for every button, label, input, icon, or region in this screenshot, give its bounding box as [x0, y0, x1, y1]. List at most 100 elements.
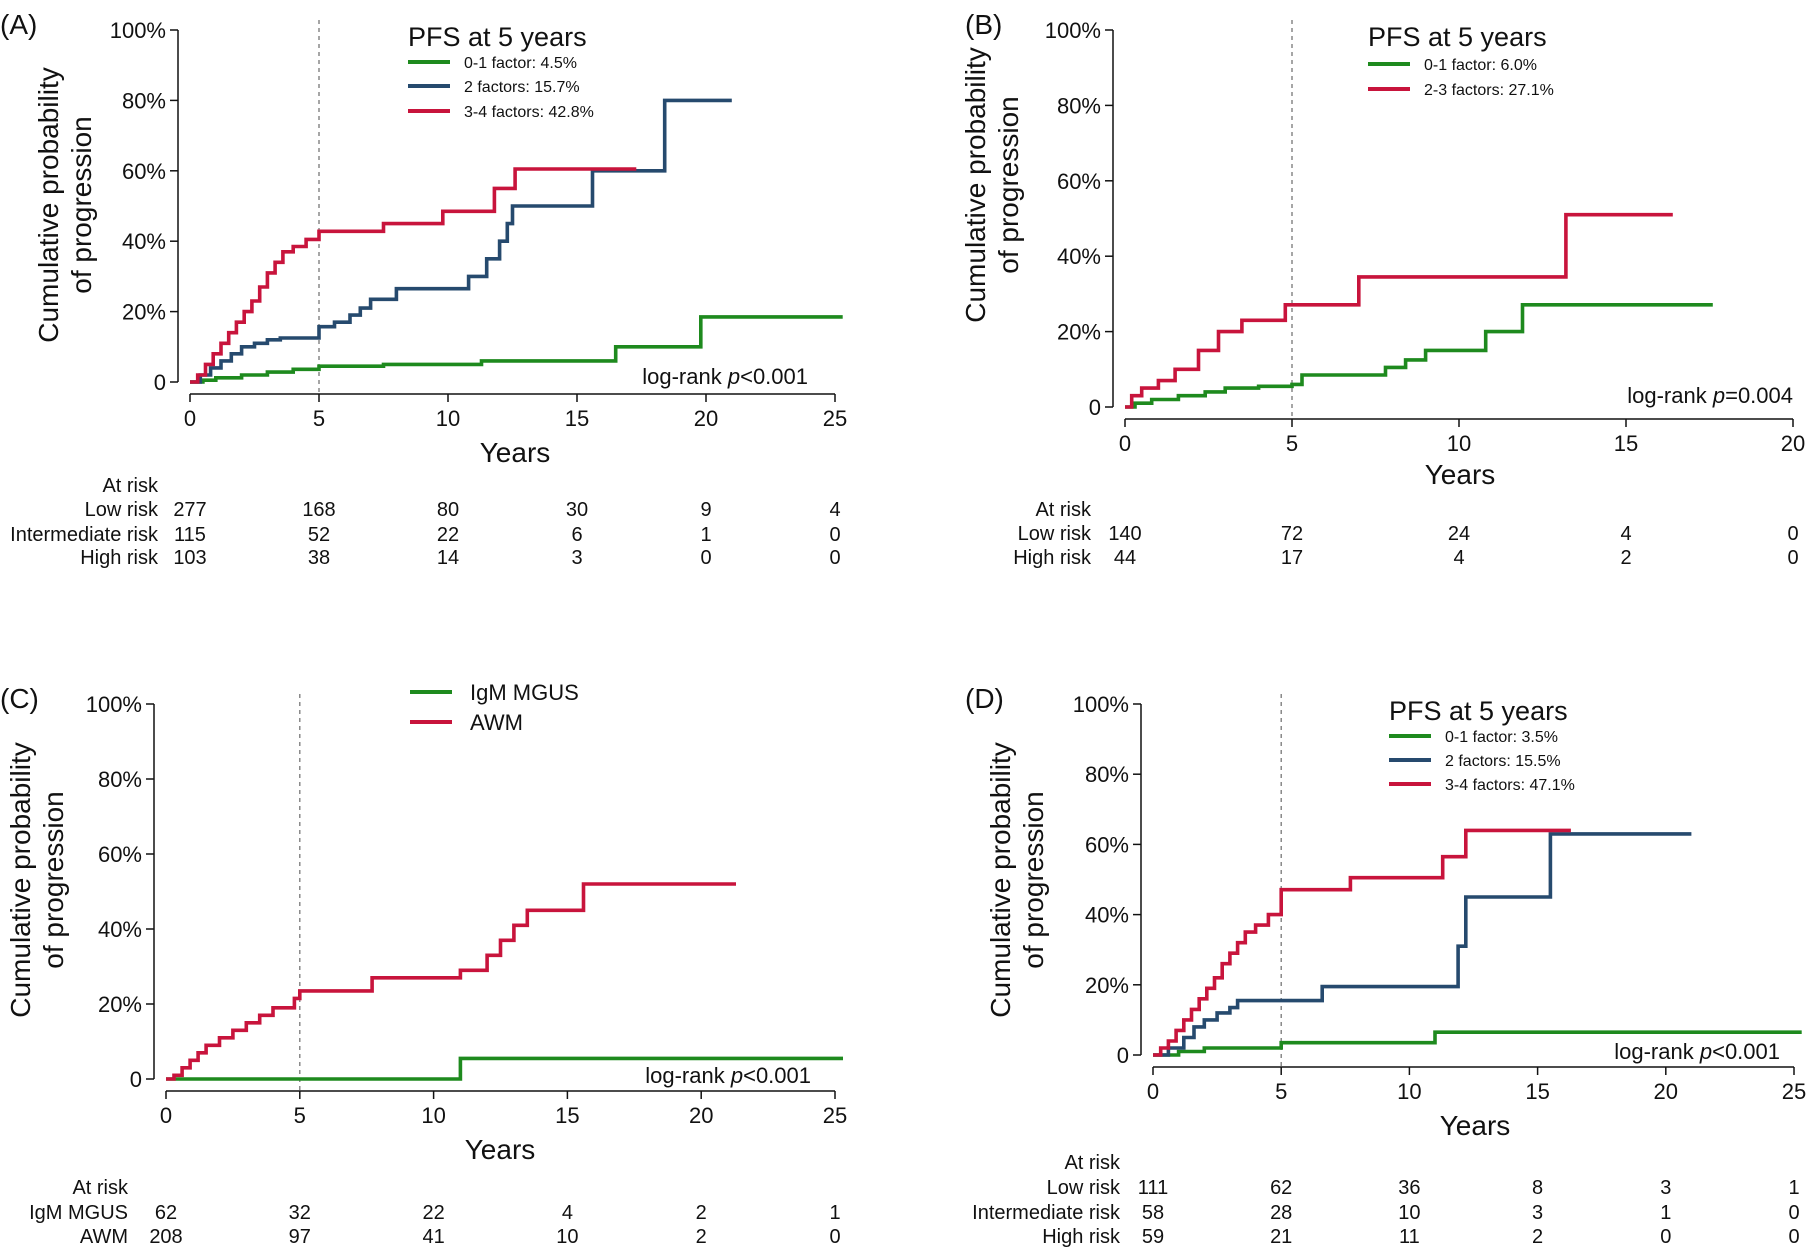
x-tick-label: 10	[1397, 1079, 1421, 1104]
at-risk-count: 11	[1399, 1226, 1420, 1247]
logrank-value: =0.004	[1725, 383, 1793, 408]
legend-entry: AWM	[470, 710, 523, 735]
legend-entry: 2 factors: 15.5%	[1445, 753, 1561, 770]
logrank-prefix: log-rank	[1614, 1039, 1700, 1064]
legend-entry: 3-4 factors: 42.8%	[464, 104, 594, 121]
at-risk-row-label: IgM MGUS	[29, 1202, 128, 1224]
logrank-value: <0.001	[743, 1063, 811, 1088]
x-tick-label: 0	[1119, 431, 1131, 456]
legend-entry: 0-1 factor: 3.5%	[1445, 729, 1558, 746]
series-line-0	[190, 315, 843, 384]
series-line-2	[190, 167, 637, 384]
series-line-1	[166, 882, 736, 1081]
x-tick-label: 15	[555, 1103, 579, 1128]
y-axis-title: Cumulative probabilityof progression	[5, 742, 69, 1017]
y-tick-label: 20%	[1085, 973, 1129, 998]
logrank-annotation: log-rank p=0.004	[1627, 383, 1793, 408]
y-tick-label: 40%	[98, 917, 142, 942]
x-tick-label: 15	[1525, 1079, 1549, 1104]
x-tick-label: 10	[436, 406, 460, 431]
at-risk-heading: At risk	[1035, 499, 1092, 521]
at-risk-heading: At risk	[102, 475, 159, 497]
logrank-p: p	[1699, 1039, 1712, 1064]
at-risk-row-label: AWM	[80, 1226, 128, 1247]
panel-label: (A)	[0, 9, 37, 40]
x-tick-label: 5	[1275, 1079, 1287, 1104]
logrank-value: <0.001	[1712, 1039, 1780, 1064]
at-risk-count: 0	[829, 1226, 840, 1247]
logrank-prefix: log-rank	[645, 1063, 731, 1088]
at-risk-count: 4	[1620, 523, 1631, 545]
series-line-1	[1153, 832, 1692, 1057]
x-tick-label: 5	[313, 406, 325, 431]
at-risk-row-label: High risk	[1042, 1226, 1121, 1247]
at-risk-count: 32	[289, 1202, 311, 1224]
x-tick-label: 25	[823, 406, 847, 431]
y-tick-label: 0	[1089, 395, 1101, 420]
logrank-annotation: log-rank p<0.001	[645, 1063, 811, 1088]
x-tick-label: 10	[1447, 431, 1471, 456]
at-risk-count: 17	[1281, 547, 1303, 569]
y-axis-title-line: Cumulative probability	[985, 742, 1016, 1017]
panel-label: (D)	[965, 683, 1004, 714]
at-risk-count: 1	[700, 524, 711, 546]
y-tick-label: 80%	[98, 767, 142, 792]
y-axis-title-line: Cumulative probability	[960, 47, 991, 322]
at-risk-count: 1	[1788, 1177, 1799, 1199]
logrank-annotation: log-rank p<0.001	[1614, 1039, 1780, 1064]
y-tick-label: 60%	[1057, 169, 1101, 194]
y-axis-title: Cumulative probabilityof progression	[33, 67, 97, 342]
at-risk-count: 36	[1398, 1177, 1420, 1199]
at-risk-count: 58	[1142, 1202, 1164, 1224]
at-risk-row-label: High risk	[80, 547, 159, 569]
at-risk-count: 0	[1788, 1226, 1799, 1247]
y-tick-label: 0	[1117, 1043, 1129, 1068]
x-tick-label: 15	[565, 406, 589, 431]
y-axis-title-line: of progression	[66, 116, 97, 293]
y-tick-label: 40%	[1085, 903, 1129, 928]
legend: PFS at 5 years 0-1 factor: 6.0% 2-3 factor…	[1368, 22, 1554, 99]
at-risk-count: 115	[174, 524, 206, 546]
logrank-annotation: log-rank p<0.001	[642, 364, 808, 389]
at-risk-count: 80	[437, 499, 459, 521]
series-line-0	[1125, 303, 1713, 409]
x-tick-label: 0	[160, 1103, 172, 1128]
x-tick-label: 5	[1286, 431, 1298, 456]
y-tick-label: 40%	[1057, 244, 1101, 269]
at-risk-count: 0	[829, 524, 840, 546]
y-tick-label: 20%	[98, 992, 142, 1017]
y-axis-title-line: of progression	[1018, 791, 1049, 968]
x-tick-label: 0	[1147, 1079, 1159, 1104]
y-tick-label: 100%	[1045, 18, 1101, 43]
chart-panel-a: (A)020%40%60%80%100%0 5 10 15 20 25Cumulative…	[0, 9, 847, 569]
at-risk-count: 4	[829, 499, 840, 521]
x-axis-title: Years	[465, 1134, 536, 1165]
logrank-p: p	[727, 364, 740, 389]
series-line-1	[1125, 212, 1673, 409]
at-risk-row-label: High risk	[1013, 547, 1092, 569]
legend-title: PFS at 5 years	[1389, 696, 1568, 726]
at-risk-count: 168	[302, 499, 335, 521]
y-tick-label: 100%	[1073, 692, 1129, 717]
x-tick-label: 20	[1781, 431, 1805, 456]
y-tick-label: 60%	[1085, 832, 1129, 857]
at-risk-heading: At risk	[1064, 1152, 1121, 1174]
y-axis-title: Cumulative probabilityof progression	[985, 742, 1049, 1017]
at-risk-count: 21	[1270, 1226, 1292, 1247]
y-tick-label: 20%	[1057, 320, 1101, 345]
series-line-2	[1153, 828, 1571, 1057]
legend-title: PFS at 5 years	[1368, 22, 1547, 52]
at-risk-count: 10	[556, 1226, 578, 1247]
at-risk-count: 14	[437, 547, 459, 569]
x-axis-title: Years	[1425, 459, 1496, 490]
at-risk-row-label: Intermediate risk	[10, 524, 159, 546]
at-risk-count: 4	[1453, 547, 1464, 569]
panel-label: (C)	[0, 683, 39, 714]
at-risk-count: 3	[571, 547, 582, 569]
at-risk-count: 277	[173, 499, 206, 521]
y-tick-label: 0	[130, 1067, 142, 1092]
